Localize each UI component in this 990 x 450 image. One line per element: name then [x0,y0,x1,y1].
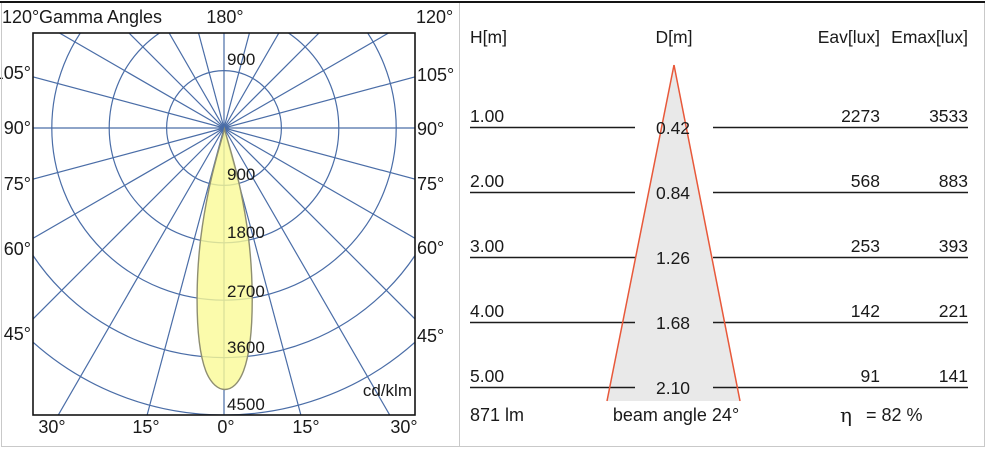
eta-symbol: η [840,403,852,427]
beam-cone-edges [606,64,741,402]
angle-label-bottom-0: 0° [217,417,235,437]
table-row-eav: 2273 [841,106,880,126]
table-row-h: 1.00 [470,106,505,126]
left-border-line [1,3,2,447]
eta-value: = 82 % [866,405,923,425]
angle-label-right-60: 60° [417,238,445,258]
table-row-eav: 142 [850,301,880,321]
table-row-eav: 91 [860,366,880,386]
angle-label-top-left: 120° [2,7,40,27]
table-row-lines [470,126,968,389]
panel-divider-line [459,3,460,446]
table-row-emax: 141 [938,366,968,386]
angle-label-bottom-15L: 15° [132,417,160,437]
table-row-d: 1.68 [655,313,691,333]
table-row-h: 5.00 [470,366,505,386]
table-row-d: 1.26 [655,248,691,268]
angle-label-bottom-30R: 30° [390,417,418,437]
intensity-lobe [196,126,253,391]
bottom-border-line [1,446,985,447]
table-row-eav: 253 [850,236,880,256]
polar-grid-lines [33,33,415,415]
ring-value-3600: 3600 [227,338,265,357]
polar-chart-border [32,32,416,416]
angle-label-top-center: 180° [206,7,244,27]
angle-label-left-60: 60° [3,239,31,259]
angle-label-right-90: 90° [417,119,445,139]
angle-label-right-75: 75° [417,174,445,194]
ring-value-4500: 4500 [227,395,265,414]
col-header-emax: Emax[lux] [891,27,968,47]
angle-label-right-105: 105° [417,65,455,85]
angle-label-left-90: 90° [3,118,31,138]
ring-value-900: 900 [227,165,256,184]
angle-label-top-right: 120° [416,7,454,27]
table-row-emax: 221 [938,301,968,321]
angle-label-right-45: 45° [417,326,445,346]
col-header-d: D[m] [655,27,693,47]
table-row-h: 2.00 [470,171,505,191]
col-header-eav: Eav[lux] [817,27,880,47]
ring-value-2700: 2700 [227,282,265,301]
table-row-d: 2.10 [655,378,691,398]
table-row-emax: 883 [938,171,968,191]
table-row-eav: 568 [850,171,880,191]
angle-label-bottom-30L: 30° [38,417,66,437]
table-row-emax: 3533 [929,106,968,126]
angle-label-left-45: 45° [3,324,31,344]
beam-cone-fill [607,65,740,401]
table-row-d: 0.42 [655,118,691,138]
beam-angle-label: beam angle 24° [612,405,740,425]
polar-title: Gamma Angles [39,7,163,27]
table-row-emax: 393 [938,236,968,256]
table-row-d: 0.84 [655,183,691,203]
angle-label-bottom-15R: 15° [292,417,320,437]
table-row-h: 3.00 [470,236,505,256]
right-border-line [984,3,985,447]
angle-label-left-75: 75° [3,174,31,194]
ring-value-900-top: 900 [227,50,256,69]
col-header-h: H[m] [470,27,507,47]
ring-value-1800: 1800 [227,223,265,242]
table-row-h: 4.00 [470,301,505,321]
unit-label: cd/klm [362,381,412,400]
top-border-line [0,1,985,3]
angle-label-left-105: 105° [0,63,31,83]
luminous-flux-label: 871 lm [470,405,525,425]
